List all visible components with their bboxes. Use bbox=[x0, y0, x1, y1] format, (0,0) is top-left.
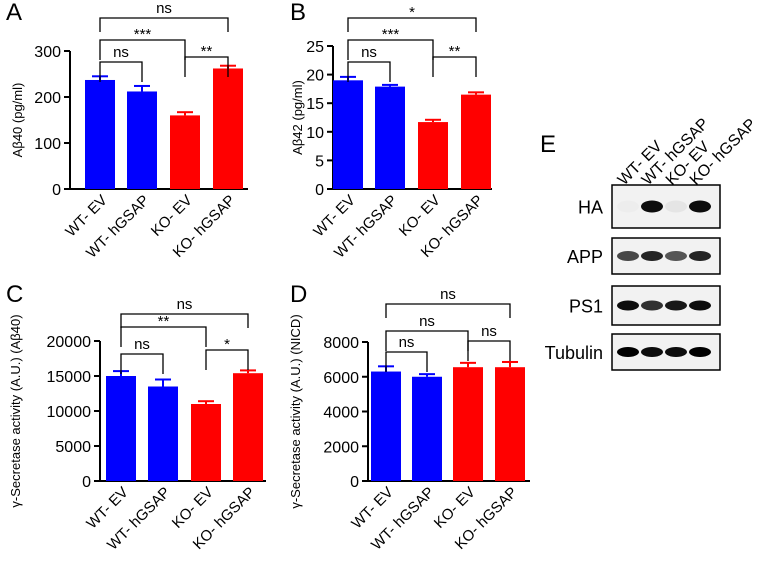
band bbox=[641, 347, 663, 357]
significance-bracket bbox=[385, 303, 511, 318]
y-tick-label: 0 bbox=[350, 474, 359, 491]
bar bbox=[127, 91, 157, 189]
significance-bracket bbox=[347, 17, 477, 32]
y-tick-label: 5 bbox=[315, 153, 324, 170]
y-tick-label: 0 bbox=[82, 474, 91, 491]
significance-label: ns bbox=[177, 296, 193, 313]
significance-bracket bbox=[385, 351, 428, 372]
y-tick-label: 5000 bbox=[55, 439, 91, 456]
significance-bracket bbox=[432, 56, 477, 77]
significance-label: ns bbox=[419, 313, 435, 330]
significance-bracket bbox=[99, 61, 143, 82]
band bbox=[617, 300, 639, 311]
significance-bracket bbox=[184, 56, 229, 77]
significance-bracket bbox=[120, 326, 207, 347]
y-tick-label: 15 bbox=[306, 96, 324, 113]
significance-bracket bbox=[347, 39, 434, 60]
panel-label: D bbox=[290, 281, 307, 308]
y-tick-label: 0 bbox=[315, 182, 324, 199]
y-tick-label: 20000 bbox=[47, 334, 92, 351]
significance-label: ns bbox=[399, 334, 415, 351]
band bbox=[689, 251, 711, 261]
band bbox=[641, 251, 663, 261]
significance-label: *** bbox=[382, 26, 400, 43]
bar bbox=[371, 371, 401, 481]
band bbox=[641, 300, 663, 311]
significance-label: ns bbox=[361, 44, 377, 61]
y-tick-label: 100 bbox=[34, 136, 61, 153]
y-tick-label: 20 bbox=[306, 68, 324, 85]
significance-bracket bbox=[120, 313, 249, 328]
row-label: APP bbox=[567, 247, 603, 267]
y-tick-label: 10 bbox=[306, 125, 324, 142]
significance-label: * bbox=[409, 4, 415, 21]
band bbox=[617, 251, 639, 261]
y-tick-label: 4000 bbox=[323, 405, 359, 422]
y-tick-label: 300 bbox=[34, 44, 61, 61]
band bbox=[689, 300, 711, 311]
band bbox=[689, 347, 711, 357]
bar bbox=[495, 367, 525, 481]
significance-label: ** bbox=[158, 313, 170, 330]
significance-bracket bbox=[99, 39, 186, 60]
significance-label: ** bbox=[201, 43, 213, 60]
y-axis-label: γ-Secretase activity (A.U.) (Aβ40) bbox=[8, 314, 23, 507]
bar bbox=[461, 94, 491, 189]
y-tick-label: 15000 bbox=[47, 369, 92, 386]
y-tick-label: 8000 bbox=[323, 335, 359, 352]
y-axis-label: Aβ40 (pg/ml) bbox=[10, 83, 25, 158]
row-label: PS1 bbox=[569, 297, 603, 317]
y-axis-label: γ-Secretase activity (A.U.) (NICD) bbox=[288, 314, 303, 508]
y-tick-label: 10000 bbox=[47, 404, 92, 421]
band bbox=[665, 347, 687, 357]
bar bbox=[213, 68, 243, 189]
bar bbox=[170, 115, 200, 189]
significance-label: ns bbox=[156, 0, 172, 17]
y-tick-label: 0 bbox=[52, 182, 61, 199]
panel-label: B bbox=[290, 0, 306, 26]
bar bbox=[375, 86, 405, 189]
bar bbox=[148, 386, 178, 481]
band bbox=[665, 300, 687, 311]
significance-label: * bbox=[224, 336, 230, 353]
significance-bracket bbox=[120, 353, 164, 374]
band bbox=[665, 251, 687, 261]
significance-label: ns bbox=[440, 286, 456, 303]
y-axis-label: Aβ42 (pg/ml) bbox=[290, 80, 305, 155]
y-tick-label: 200 bbox=[34, 90, 61, 107]
significance-bracket bbox=[99, 17, 229, 32]
significance-label: ns bbox=[481, 323, 497, 340]
bar bbox=[412, 376, 442, 481]
bar bbox=[106, 376, 136, 481]
band bbox=[641, 200, 663, 213]
band bbox=[617, 347, 639, 357]
bar bbox=[191, 404, 221, 481]
significance-label: ** bbox=[449, 43, 461, 60]
y-tick-label: 6000 bbox=[323, 370, 359, 387]
band bbox=[617, 201, 639, 213]
panel-label: E bbox=[540, 131, 556, 158]
panel-label: C bbox=[6, 281, 23, 308]
significance-label: ns bbox=[134, 336, 150, 353]
significance-bracket bbox=[347, 61, 391, 82]
bar bbox=[418, 122, 448, 189]
band bbox=[665, 200, 687, 213]
significance-bracket bbox=[205, 349, 249, 370]
significance-label: ns bbox=[113, 44, 129, 61]
bar bbox=[453, 367, 483, 481]
bar bbox=[333, 80, 363, 189]
panel-label: A bbox=[6, 0, 22, 26]
bar bbox=[233, 373, 263, 481]
bar bbox=[85, 79, 115, 189]
y-tick-label: 2000 bbox=[323, 439, 359, 456]
band bbox=[689, 200, 711, 213]
significance-label: *** bbox=[134, 26, 152, 43]
row-label: HA bbox=[578, 198, 603, 218]
row-label: Tubulin bbox=[545, 343, 603, 363]
significance-bracket bbox=[467, 340, 511, 361]
y-tick-label: 25 bbox=[306, 39, 324, 56]
